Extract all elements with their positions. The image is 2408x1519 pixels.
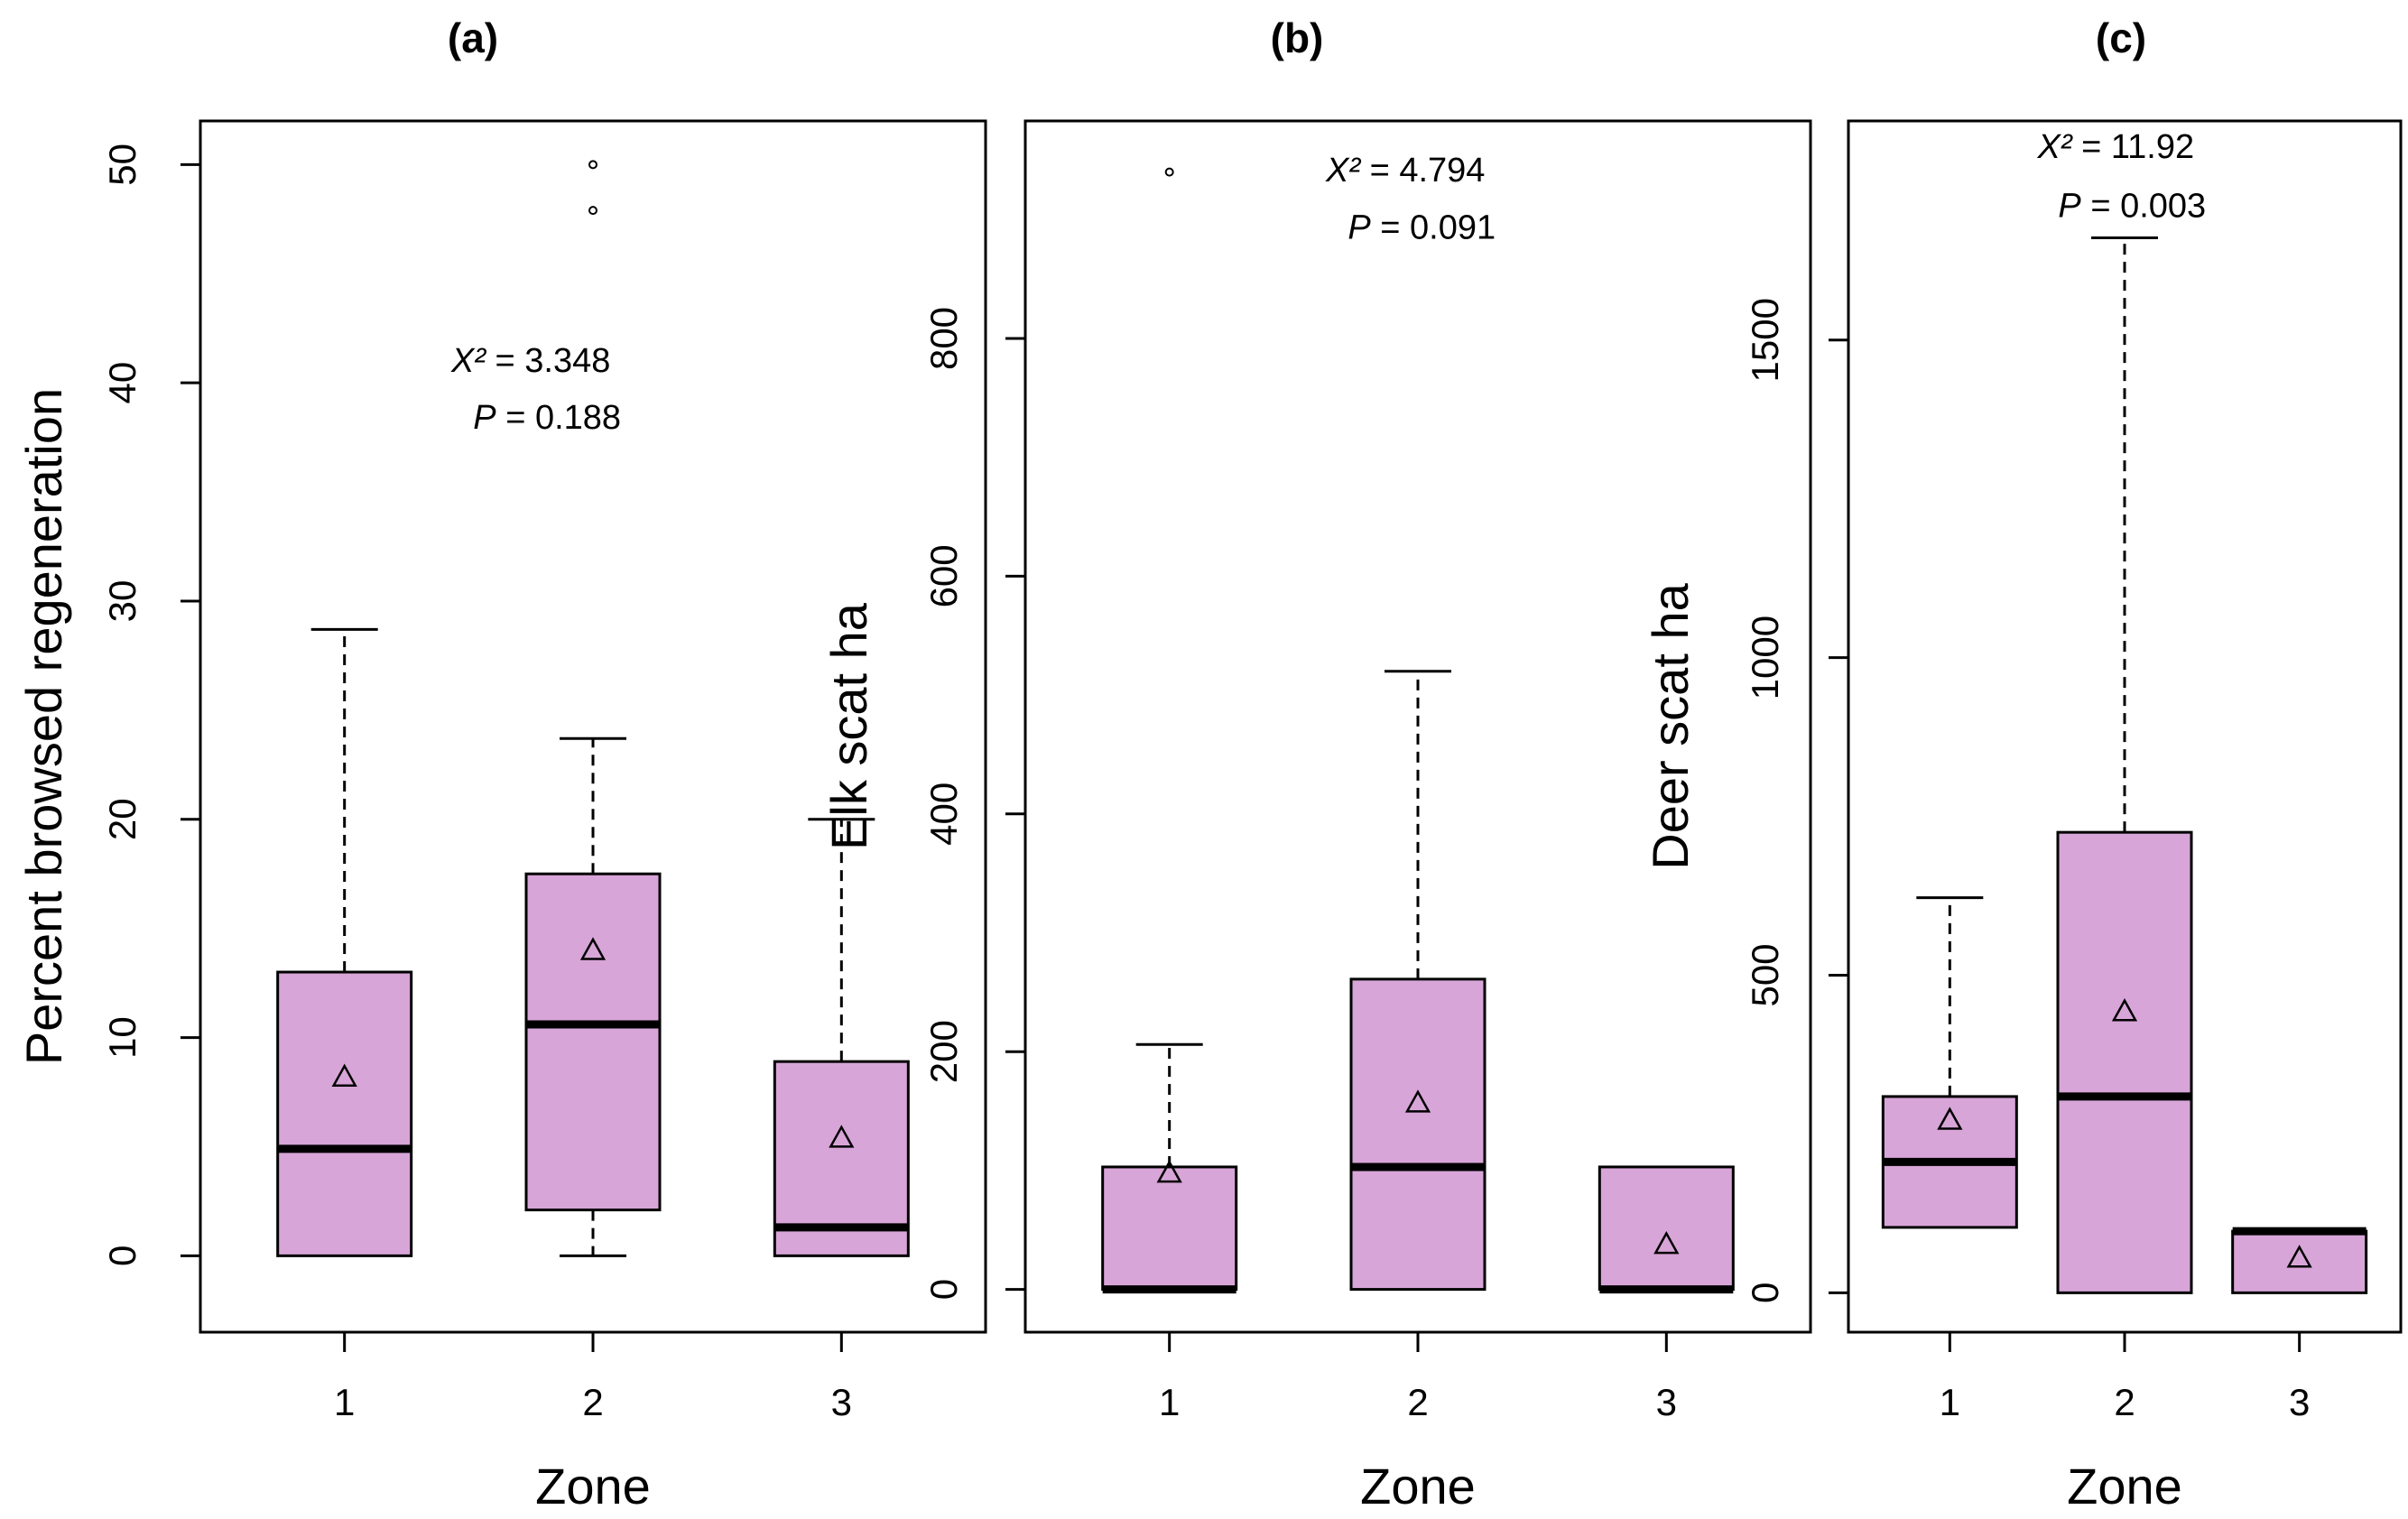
mean-marker (2286, 1245, 2312, 1268)
box-iqr (276, 970, 413, 1257)
p-value: = 0.091 (1371, 208, 1496, 246)
panel-2: (b) Elk scat ha Zone 0 200 400 600 800 1 2 3 X² = 4… (820, 14, 1812, 1514)
chi-square-value: = 4.794 (1360, 152, 1485, 190)
box-zone-1 (276, 627, 413, 1257)
y-tick-label: 50 (101, 144, 144, 186)
p-value: = 0.003 (2081, 187, 2206, 225)
y-tick-label: 20 (101, 798, 144, 840)
mean-marker (579, 937, 607, 960)
mean-marker (331, 1063, 357, 1087)
y-tick-label: 400 (922, 783, 965, 846)
box-zone-1 (1881, 896, 2018, 1229)
x-axis-label: Zone (535, 1458, 651, 1514)
y-axis-label: Deer scat ha (1642, 582, 1699, 869)
panel-title: (a) (448, 14, 498, 61)
p-value-annotation: P = 0.188 (473, 399, 621, 437)
y-axis-label: Percent browsed regeneration (15, 388, 72, 1065)
panel-3: (c) Deer scat ha Zone 0 500 1000 1500 1 2 3 X² = 1… (1642, 14, 2403, 1514)
panel-title: (b) (1271, 14, 1324, 61)
box-zone-2 (524, 160, 662, 1257)
chi-square-symbol: X² (2037, 128, 2073, 166)
outlier-point (1164, 167, 1174, 177)
chi-square-value: = 11.92 (2072, 128, 2195, 166)
p-value: = 0.188 (496, 399, 621, 437)
mean-marker (1404, 1089, 1431, 1113)
p-symbol: P (2058, 187, 2081, 225)
y-tick-label: 0 (101, 1246, 144, 1266)
box-zone-2 (1349, 670, 1486, 1292)
y-tick-label: 0 (1744, 1283, 1786, 1303)
chi-square-symbol: X² (450, 342, 486, 380)
chi-square-value: = 3.348 (486, 342, 610, 380)
box-iqr (524, 872, 662, 1212)
box-iqr (2231, 1229, 2368, 1294)
y-tick-label: 200 (922, 1020, 965, 1083)
box-zone-3 (1598, 1165, 1735, 1294)
x-tick-label: 1 (1159, 1381, 1180, 1423)
outlier-point (588, 206, 597, 216)
chi-square-annotation: X² = 11.92 (2037, 128, 2195, 166)
panel-title: (c) (2096, 14, 2146, 61)
y-tick-label: 500 (1744, 943, 1786, 1006)
p-value-annotation: P = 0.091 (1348, 208, 1496, 246)
box-iqr (1101, 1165, 1238, 1292)
x-tick-label: 2 (582, 1381, 603, 1423)
chi-square-annotation: X² = 3.348 (450, 342, 610, 380)
y-tick-label: 600 (922, 544, 965, 607)
box-zone-3 (773, 818, 910, 1257)
x-tick-label: 2 (2114, 1381, 2135, 1423)
x-tick-label: 3 (831, 1381, 852, 1423)
y-tick-label: 10 (101, 1016, 144, 1059)
y-tick-label: 30 (101, 580, 144, 623)
y-tick-label: 0 (922, 1279, 965, 1300)
mean-marker (829, 1125, 855, 1148)
box-zone-3 (2231, 1227, 2368, 1294)
panel-1: (a)Percent browsed regenerationZone01020… (15, 14, 987, 1514)
x-tick-label: 1 (334, 1381, 355, 1423)
y-tick-label: 1500 (1744, 298, 1786, 382)
x-tick-label: 3 (2289, 1381, 2310, 1423)
p-symbol: P (1348, 208, 1371, 246)
y-tick-label: 1000 (1744, 616, 1786, 699)
x-tick-label: 2 (1407, 1381, 1428, 1423)
box-iqr (1349, 977, 1486, 1292)
chi-square-annotation: X² = 4.794 (1325, 152, 1485, 190)
y-axis-label: Elk scat ha (820, 602, 877, 850)
box-zone-1 (1101, 167, 1238, 1294)
x-axis-label: Zone (2067, 1458, 2182, 1514)
y-tick-label: 40 (101, 362, 144, 404)
x-axis-label: Zone (1360, 1458, 1476, 1514)
chi-square-symbol: X² (1325, 152, 1361, 190)
mean-marker (2111, 998, 2138, 1022)
box-iqr (1598, 1165, 1735, 1292)
y-tick-label: 800 (922, 307, 965, 370)
outlier-point (588, 160, 597, 170)
x-tick-label: 1 (1940, 1381, 1960, 1423)
p-symbol: P (473, 399, 496, 437)
mean-marker (1653, 1230, 1680, 1255)
mean-marker (1156, 1159, 1182, 1183)
x-tick-label: 3 (1656, 1381, 1677, 1423)
box-zone-2 (2056, 236, 2193, 1294)
p-value-annotation: P = 0.003 (2058, 187, 2206, 225)
box-iqr (2056, 830, 2193, 1294)
mean-marker (1937, 1107, 1963, 1130)
